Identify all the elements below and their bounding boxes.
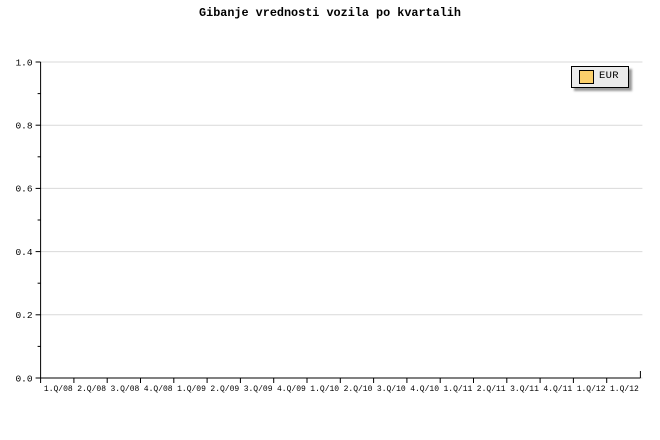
svg-text:0.0: 0.0 — [15, 373, 32, 384]
svg-text:4.Q/11: 4.Q/11 — [543, 385, 572, 394]
svg-text:3.Q/08: 3.Q/08 — [111, 385, 140, 394]
svg-text:0.8: 0.8 — [15, 121, 32, 132]
svg-text:0.6: 0.6 — [15, 184, 32, 195]
svg-text:1.Q/10: 1.Q/10 — [310, 385, 339, 394]
svg-text:3.Q/10: 3.Q/10 — [377, 385, 406, 394]
svg-text:1.Q/09: 1.Q/09 — [177, 385, 206, 394]
svg-text:3.Q/09: 3.Q/09 — [244, 385, 273, 394]
svg-text:2.Q/08: 2.Q/08 — [77, 385, 106, 394]
svg-text:2.Q/10: 2.Q/10 — [344, 385, 373, 394]
svg-text:1.Q/08: 1.Q/08 — [44, 385, 73, 394]
svg-text:0.2: 0.2 — [15, 310, 32, 321]
svg-text:3.Q/11: 3.Q/11 — [510, 385, 539, 394]
svg-text:4.Q/10: 4.Q/10 — [410, 385, 439, 394]
svg-text:0.4: 0.4 — [15, 247, 32, 258]
svg-text:4.Q/08: 4.Q/08 — [144, 385, 173, 394]
svg-text:2.Q/09: 2.Q/09 — [210, 385, 239, 394]
svg-text:1.Q/12: 1.Q/12 — [610, 385, 639, 394]
svg-text:1.0: 1.0 — [15, 57, 32, 68]
svg-text:1.Q/11: 1.Q/11 — [444, 385, 473, 394]
svg-text:1.Q/12: 1.Q/12 — [577, 385, 606, 394]
svg-text:2.Q/11: 2.Q/11 — [477, 385, 506, 394]
svg-text:4.Q/09: 4.Q/09 — [277, 385, 306, 394]
